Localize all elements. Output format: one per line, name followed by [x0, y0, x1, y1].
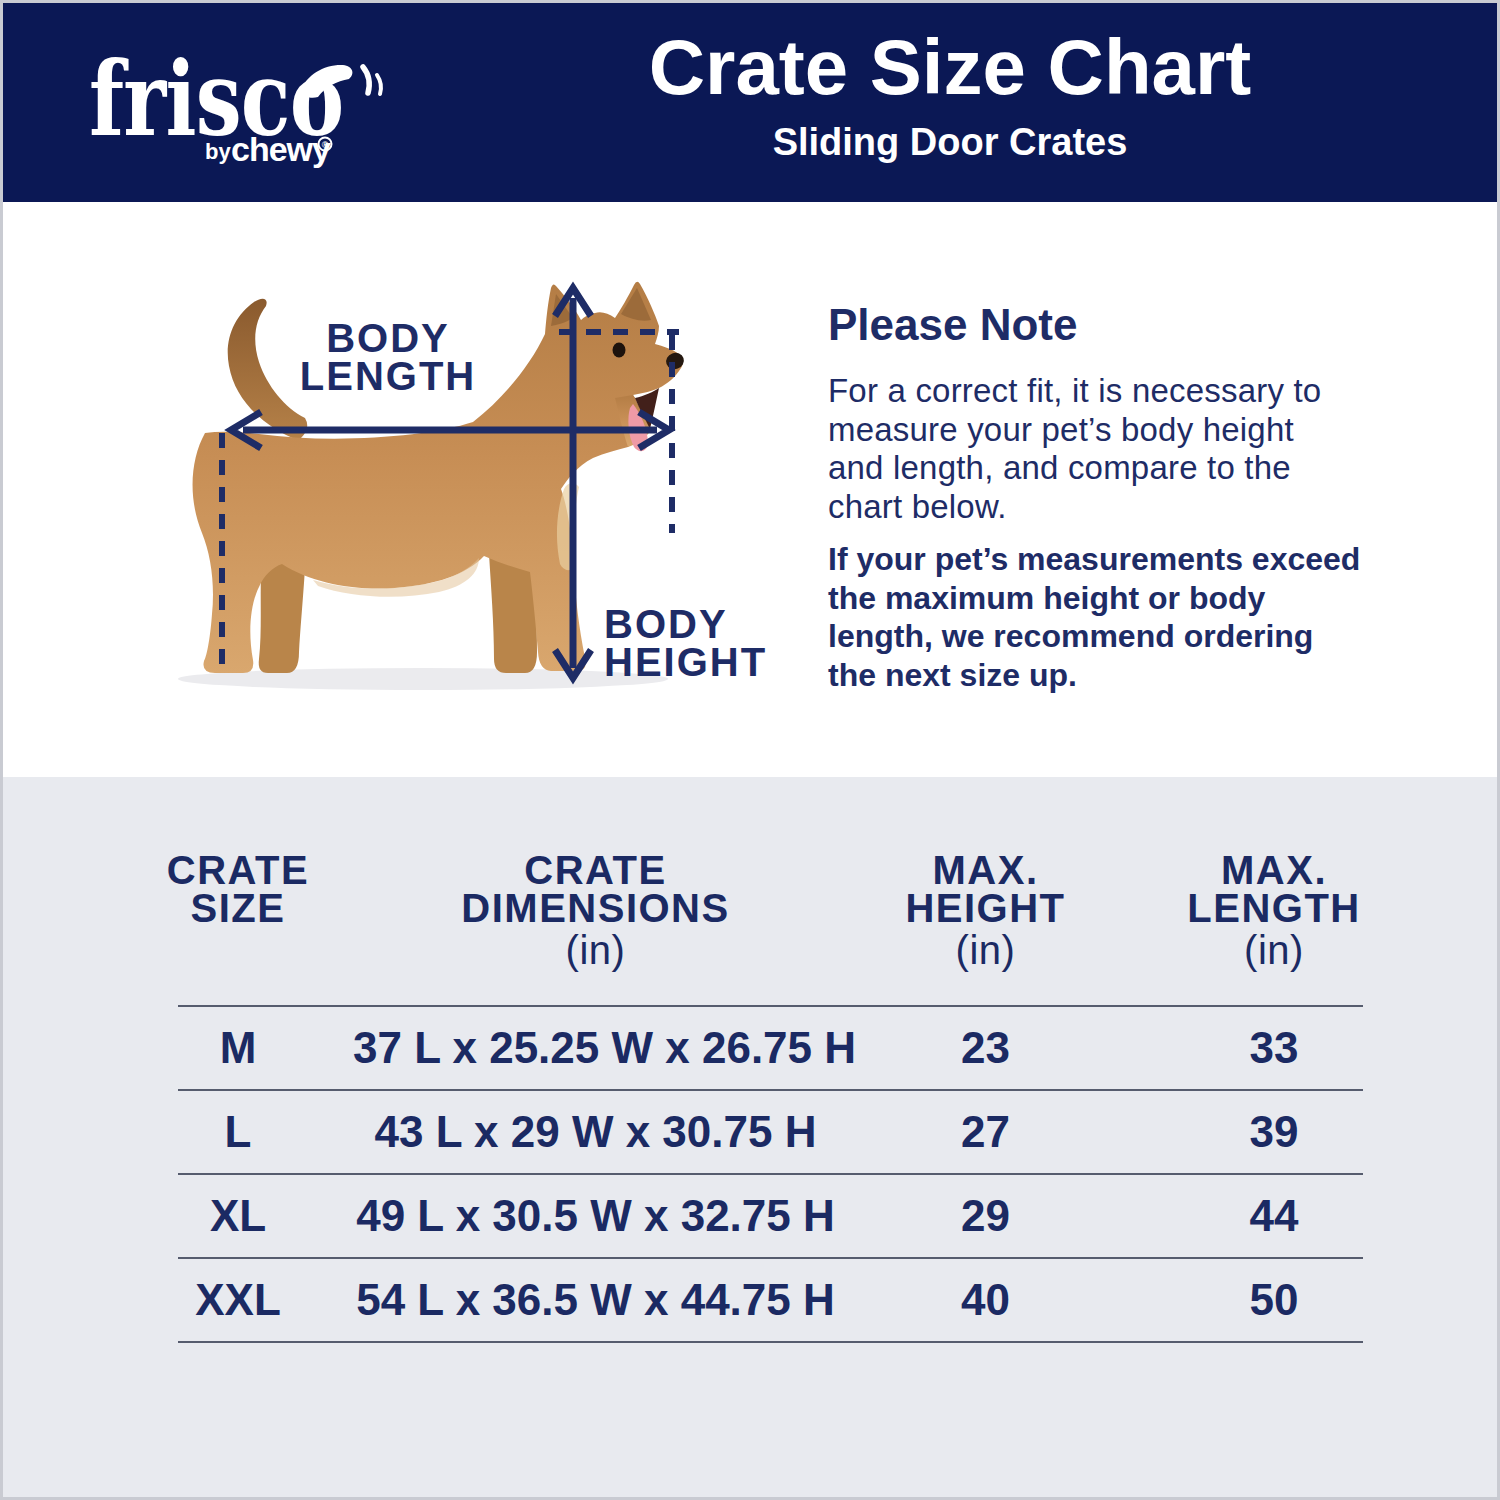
max-length-value: 39: [1133, 1107, 1415, 1157]
dog-measurement-diagram: BODY LENGTH BODY HEIGHT: [3, 202, 863, 777]
body-height-label: HEIGHT: [604, 640, 767, 684]
max-height-value: 40: [838, 1275, 1133, 1325]
body-length-label: LENGTH: [300, 354, 476, 398]
size-chart-section: CRATESIZE CRATEDIMENSIONS (in) MAX.HEIGH…: [3, 777, 1497, 1500]
crate-dimensions-value: 37 L x 25.25 W x 26.75 H: [353, 1023, 838, 1073]
max-length-value: 44: [1133, 1191, 1415, 1241]
table-divider: [178, 1341, 1363, 1343]
max-height-value: 27: [838, 1107, 1133, 1157]
crate-size-value: M: [123, 1023, 353, 1073]
dog-eye: [613, 343, 626, 358]
crate-size-value: XXL: [123, 1275, 353, 1325]
table-row-m: M 37 L x 25.25 W x 26.75 H 23 33: [123, 1007, 1415, 1089]
crate-dimensions-value: 54 L x 36.5 W x 44.75 H: [353, 1275, 838, 1325]
col-header-crate-dimensions: CRATEDIMENSIONS (in): [353, 851, 838, 1005]
col-header-max-length: MAX.LENGTH (in): [1133, 851, 1415, 1005]
please-note-block: Please Note For a correct fit, it is nec…: [828, 300, 1388, 694]
max-length-value: 50: [1133, 1275, 1415, 1325]
max-height-value: 23: [838, 1023, 1133, 1073]
frisco-by-chewy-logo: frisco ® by chewy: [73, 31, 453, 191]
col-header-max-height: MAX.HEIGHT (in): [838, 851, 1133, 1005]
dog-tail: [228, 299, 308, 440]
col-header-crate-size: CRATESIZE: [123, 851, 353, 1005]
max-height-value: 29: [838, 1191, 1133, 1241]
table-row-xxl: XXL 54 L x 36.5 W x 44.75 H 40 50: [123, 1259, 1415, 1341]
chewy-logo-text: chewy: [231, 130, 331, 168]
logo-by-text: by: [205, 139, 231, 164]
table-row-xl: XL 49 L x 30.5 W x 32.75 H 29 44: [123, 1175, 1415, 1257]
dog-far-rear-leg: [259, 562, 305, 673]
max-length-value: 33: [1133, 1023, 1415, 1073]
logo-motion-line-icon: [377, 75, 381, 94]
crate-dimensions-value: 49 L x 30.5 W x 32.75 H: [353, 1191, 838, 1241]
header-banner: frisco ® by chewy Crate Size Chart Slidi…: [3, 3, 1497, 202]
crate-dimensions-value: 43 L x 29 W x 30.75 H: [353, 1107, 838, 1157]
crate-size-value: XL: [123, 1191, 353, 1241]
infographic-page: frisco ® by chewy Crate Size Chart Slidi…: [0, 0, 1500, 1500]
page-subtitle: Sliding Door Crates: [403, 121, 1497, 164]
note-heading: Please Note: [828, 300, 1388, 350]
crate-size-value: L: [123, 1107, 353, 1157]
dog-shadow: [178, 668, 668, 690]
table-row-l: L 43 L x 29 W x 30.75 H 27 39: [123, 1091, 1415, 1173]
table-header-row: CRATESIZE CRATEDIMENSIONS (in) MAX.HEIGH…: [123, 777, 1415, 1005]
size-chart-table: CRATESIZE CRATEDIMENSIONS (in) MAX.HEIGH…: [123, 777, 1415, 1343]
note-paragraph: For a correct fit, it is necessary to me…: [828, 372, 1388, 526]
note-paragraph-bold: If your pet’s measurements exceed the ma…: [828, 540, 1388, 694]
page-title: Crate Size Chart: [403, 27, 1497, 107]
logo-motion-line-icon: [363, 67, 369, 93]
measurement-section: BODY LENGTH BODY HEIGHT Please Note For …: [3, 202, 1497, 777]
